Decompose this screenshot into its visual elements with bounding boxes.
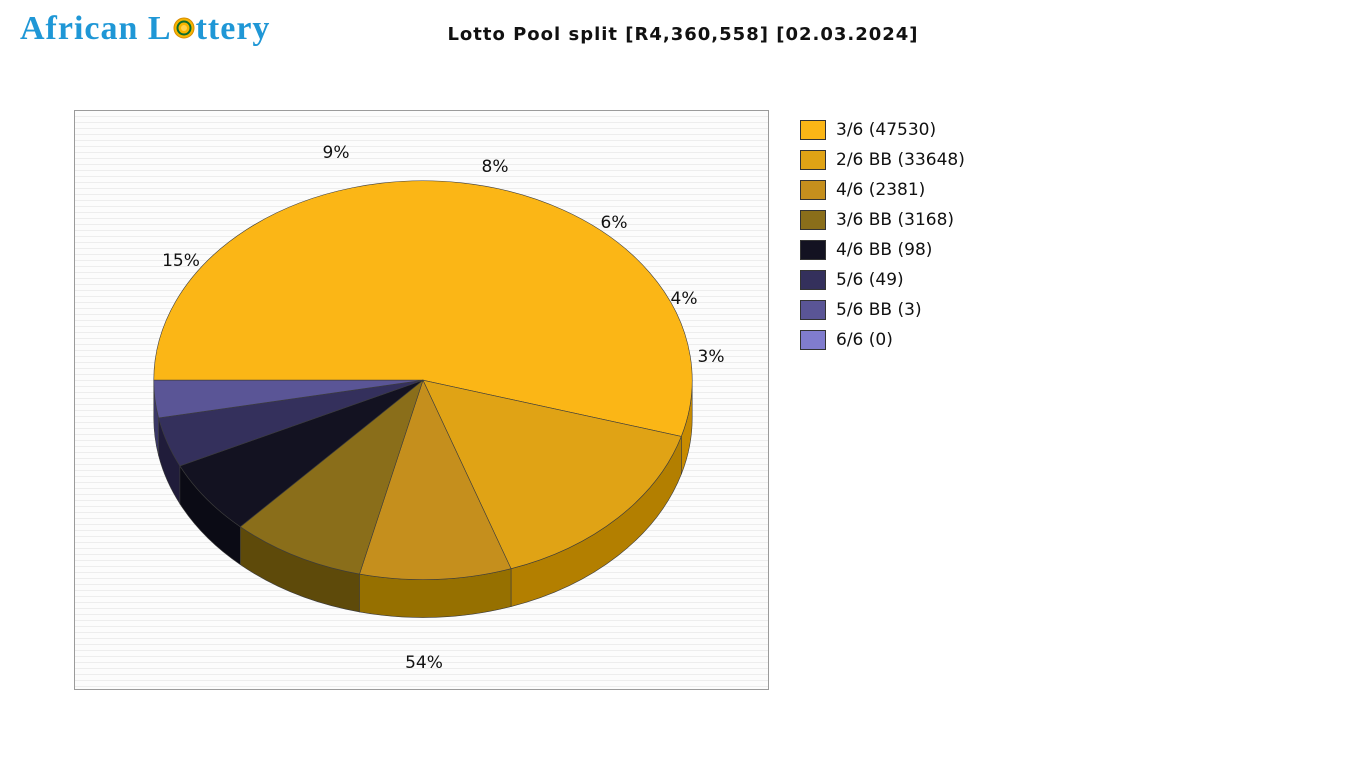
legend-item: 2/6 BB (33648) xyxy=(800,145,965,175)
legend-label: 2/6 BB (33648) xyxy=(836,150,965,170)
pie-slice-percent-label: 9% xyxy=(323,143,350,163)
legend-label: 5/6 BB (3) xyxy=(836,300,922,320)
legend-label: 3/6 (47530) xyxy=(836,120,936,140)
legend-label: 4/6 BB (98) xyxy=(836,240,932,260)
legend-item: 5/6 BB (3) xyxy=(800,295,965,325)
pie-chart xyxy=(75,111,768,689)
pie-slice-percent-label: 15% xyxy=(162,251,200,271)
chart-plot-area: 54% 15% 9% 8% 6% 4% 3% xyxy=(74,110,769,690)
legend-item: 3/6 BB (3168) xyxy=(800,205,965,235)
legend-label: 3/6 BB (3168) xyxy=(836,210,954,230)
pie-slice-percent-label: 6% xyxy=(601,213,628,233)
legend-swatch xyxy=(800,180,826,200)
legend-swatch xyxy=(800,120,826,140)
chart-title: Lotto Pool split [R4,360,558] [02.03.202… xyxy=(0,24,1366,45)
legend-label: 6/6 (0) xyxy=(836,330,893,350)
legend-label: 5/6 (49) xyxy=(836,270,904,290)
legend-swatch xyxy=(800,330,826,350)
pie-slice-percent-label: 3% xyxy=(698,347,725,367)
legend-item: 5/6 (49) xyxy=(800,265,965,295)
pie-slice-percent-label: 4% xyxy=(671,289,698,309)
chart-legend: 3/6 (47530) 2/6 BB (33648) 4/6 (2381) 3/6 B… xyxy=(800,115,965,355)
legend-swatch xyxy=(800,150,826,170)
pie-slice-percent-label: 8% xyxy=(482,157,509,177)
legend-item: 6/6 (0) xyxy=(800,325,965,355)
legend-item: 4/6 (2381) xyxy=(800,175,965,205)
legend-swatch xyxy=(800,240,826,260)
legend-swatch xyxy=(800,210,826,230)
legend-item: 4/6 BB (98) xyxy=(800,235,965,265)
legend-label: 4/6 (2381) xyxy=(836,180,925,200)
legend-swatch xyxy=(800,270,826,290)
legend-item: 3/6 (47530) xyxy=(800,115,965,145)
legend-swatch xyxy=(800,300,826,320)
pie-slice-percent-label: 54% xyxy=(405,653,443,673)
